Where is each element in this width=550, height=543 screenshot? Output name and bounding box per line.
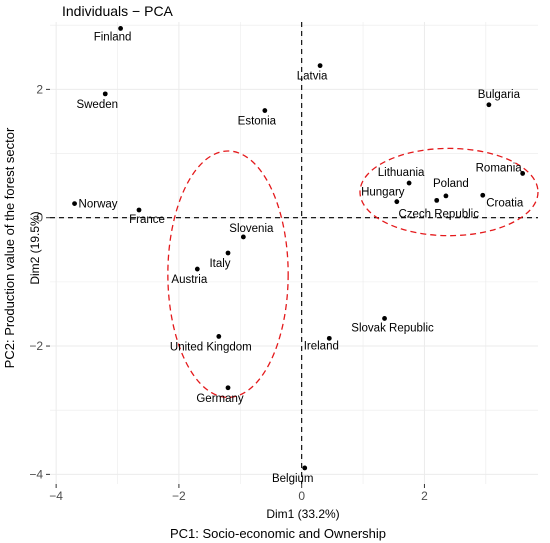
point-label: Germany [196,393,244,405]
outer-x-axis-label: PC1: Socio-economic and Ownership [170,526,386,541]
point-label: Slovenia [229,223,274,235]
point-label: France [129,214,165,226]
data-point [317,63,323,69]
data-point [480,192,486,198]
data-point [262,108,268,113]
data-point [225,250,231,256]
y-tick-label: 0 [36,211,43,225]
x-tick-label: −2 [172,489,186,503]
data-point [434,197,440,203]
data-point [72,201,77,206]
point-label: Finland [94,31,132,43]
point-label: Belgium [272,473,314,485]
point-labels: Finland Latvia Sweden Estonia Bulgaria Romani… [76,31,523,485]
point-label: Czech Republic [398,208,479,220]
x-tick-label: 2 [421,489,428,503]
point-label: Croatia [486,197,524,209]
point-label: Estonia [238,116,277,128]
y-tick-label: 2 [36,82,43,96]
point-label: Poland [433,178,469,190]
data-point [302,465,308,471]
reference-lines [50,22,538,484]
data-point [394,199,400,205]
highlight-ellipse [167,150,289,399]
data-point [443,193,449,199]
point-label: Ireland [304,340,339,352]
chart-title: Individuals − PCA [62,3,174,19]
x-axis-label: Dim1 (33.2%) [266,507,339,521]
outer-y-axis-label: PC2: Production value of the forest sect… [2,127,17,368]
data-point [486,102,492,108]
data-point [225,385,231,391]
highlight-ellipse [359,147,539,237]
y-tick-label: −4 [29,467,43,481]
point-label: Romania [476,162,523,174]
data-point [102,91,108,97]
point-label: Latvia [297,71,328,83]
point-label: United Kingdom [170,341,252,353]
data-point [118,26,123,31]
point-label: Norway [79,199,118,211]
data-point [240,234,246,240]
point-label: Hungary [361,187,405,199]
x-tick-label: 0 [298,489,305,503]
point-label: Austria [171,274,207,286]
data-point [136,207,142,213]
point-label: Bulgaria [478,89,521,101]
point-label: Lithuania [378,167,425,179]
data-point [406,180,412,186]
point-label: Sweden [76,99,118,111]
data-point [194,266,200,272]
y-tick-label: −2 [29,339,43,353]
data-point [520,171,526,176]
point-label: Slovak Republic [351,322,434,334]
data-point [216,334,222,339]
x-tick-label: −4 [49,489,63,503]
grid-lines [50,22,538,484]
highlight-ellipses [167,147,539,399]
point-label: Italy [209,258,230,270]
y-axis-label: Dim2 (19.5%) [28,211,42,284]
axis-ticks: −4 −2 0 2 −4 −2 0 2 [29,82,428,503]
data-points [72,26,526,471]
data-point [382,316,387,321]
data-point [326,335,332,341]
